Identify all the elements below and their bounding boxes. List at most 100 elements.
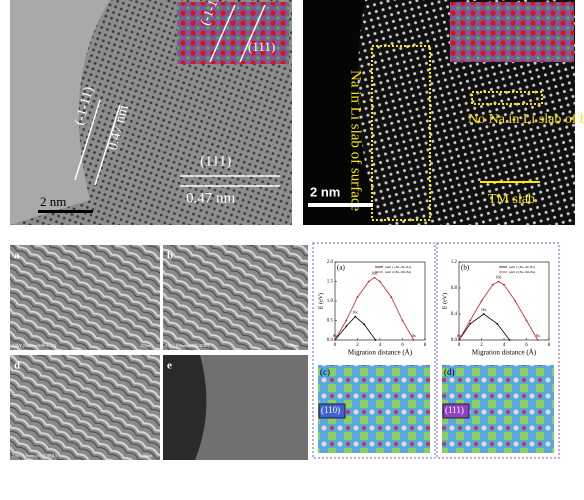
annotation: 8a [536, 333, 540, 338]
haadf-right: Na in Li slab of surface No Na in Li sla… [303, 0, 584, 225]
frame [436, 242, 560, 459]
y-tick-label: 0.4 [451, 312, 458, 317]
scale-bar [38, 210, 93, 213]
point [356, 296, 359, 298]
plane-line [209, 4, 236, 63]
bulk-box [471, 91, 543, 105]
point [525, 319, 528, 322]
sem-scale: 500nm [288, 343, 300, 348]
x-tick-label: 6 [401, 343, 404, 348]
y-axis-label: E (eV) [317, 293, 324, 309]
sem-info: 2.0kV 6.8mm x50.0k SE(U) [12, 453, 58, 458]
point [469, 319, 472, 322]
y-tick-label: 1.5 [327, 280, 334, 285]
label: (111) [200, 153, 231, 169]
inset [177, 2, 289, 64]
x-tick-label: 6 [525, 343, 528, 348]
legend-label: path 2 (8a-16d-8a) [385, 270, 412, 274]
plane-line [74, 99, 101, 181]
panel-label: d [14, 360, 20, 372]
crystal-panels: (c) (d) (110) (111) [318, 365, 554, 453]
series-line [334, 316, 376, 341]
point [469, 322, 472, 325]
y-tick-label: 1.0 [327, 299, 334, 304]
point [354, 315, 357, 318]
point [363, 323, 366, 326]
plane-box [442, 403, 470, 419]
annotation: 8a [412, 333, 416, 338]
label: No Na in Li slab of bulk [468, 112, 584, 127]
point [482, 313, 485, 315]
panel-label: e [167, 360, 172, 372]
panel-label: (b) [461, 264, 470, 272]
y-axis-label: E (eV) [441, 293, 448, 309]
y-tick-label: 0.0 [451, 338, 458, 343]
sem-scale: 1.00um [140, 453, 153, 458]
point [374, 339, 377, 341]
hrtem-left: (-1-11) (111) (-1-11) 0.47 nm (111) 0.47… [10, 0, 292, 225]
y-tick-label: 2.0 [327, 260, 334, 265]
particle [163, 355, 207, 460]
plane-line [239, 4, 266, 63]
surface-box [371, 45, 431, 221]
sem-image [10, 355, 160, 460]
point [401, 319, 404, 322]
point [496, 322, 499, 325]
x-axis-label: Migration distance (Å) [348, 349, 413, 357]
inset [450, 2, 574, 62]
plane-label: (110) [321, 405, 340, 415]
point [458, 339, 460, 341]
point [491, 283, 494, 286]
x-tick-label: 4 [379, 343, 382, 348]
vacuum [303, 0, 380, 225]
point [503, 283, 505, 286]
x-tick-label: 4 [503, 343, 506, 348]
annotation: 16d [371, 271, 377, 276]
plane-line [94, 104, 121, 186]
sem-image [10, 245, 160, 350]
x-tick-label: 2 [480, 343, 483, 348]
point [390, 296, 393, 298]
y-tick-label: 1.2 [451, 260, 458, 265]
sem-image [163, 245, 308, 350]
legend-label: path 1 (8a-16c-8a) [509, 265, 536, 269]
annotation: 8a [333, 333, 337, 338]
plot-area [334, 261, 426, 341]
sem-info: 2.0kV 9.1mm x100k SE(U) [12, 343, 57, 348]
point [334, 339, 336, 341]
point [345, 319, 348, 322]
annotation: 16d [495, 274, 501, 279]
legend-label: path 2 (8a-16d-8a) [509, 270, 536, 274]
point [379, 280, 381, 283]
x-tick-label: 0 [334, 343, 337, 348]
panel-label: (a) [337, 264, 345, 272]
series-line [334, 277, 415, 341]
sem-info: 2.0kV 8.9mm x100k SE(U) [165, 343, 210, 348]
point [497, 280, 500, 283]
plane-box [318, 403, 346, 419]
y-tick-label: 0.5 [327, 319, 334, 324]
label: TM slab [488, 192, 535, 207]
point [345, 325, 348, 328]
annotation: 16c [481, 307, 487, 312]
point [367, 280, 370, 283]
label: Na in Li slab of surface [348, 70, 364, 212]
x-tick-label: 8 [424, 343, 427, 348]
scale-label: 2 nm [40, 194, 66, 209]
x-tick-label: 8 [548, 343, 551, 348]
series-line [458, 281, 539, 341]
frame [312, 242, 436, 459]
sem-scale: 500nm [140, 343, 152, 348]
y-tick-label: 0.8 [451, 286, 458, 291]
point [508, 339, 511, 341]
panel-label: a [14, 250, 20, 262]
point [536, 339, 539, 341]
annotation: 16c [352, 310, 358, 315]
point [412, 339, 415, 341]
point [514, 300, 517, 302]
panel-label: (d) [444, 367, 455, 377]
scale-bar [308, 203, 373, 207]
x-tick-label: 0 [458, 343, 461, 348]
